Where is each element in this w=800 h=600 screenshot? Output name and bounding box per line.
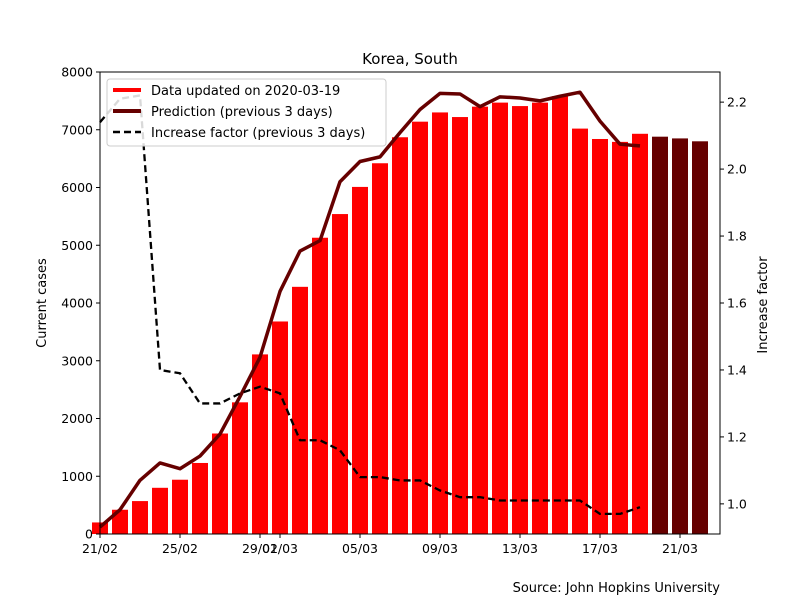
y-tick-label-1: 1000 [61,469,93,484]
data-bar-10 [292,286,308,534]
data-bar-20 [492,102,508,535]
x-tick-label-0: 21/02 [82,541,118,556]
data-bar-8 [252,354,268,534]
y-tick-label-4: 4000 [61,296,93,311]
y-tick-label-0: 0 [85,527,93,542]
x-tick-label-3: 01/03 [262,541,298,556]
ticks-layer: 0 1000 2000 3000 4000 5000 6000 7000 8000 1.0 1.2 1… [61,65,747,557]
data-bar-2 [132,501,148,534]
data-bar-16 [412,121,428,535]
x-tick-label-8: 21/03 [662,541,698,556]
data-bar-22 [532,102,548,535]
data-bar-18 [452,117,468,535]
y-tick-label-5: 5000 [61,238,93,253]
data-bar-27 [632,133,648,535]
legend-label-factor: Increase factor (previous 3 days) [151,126,365,141]
legend-label-data: Data updated on 2020-03-19 [151,84,340,99]
data-bar-9 [272,321,288,534]
forecast-bar-1 [672,138,688,534]
y-axis-label: Current cases [35,258,50,348]
forecast-bar-2 [692,141,708,535]
bars-layer [92,96,708,535]
data-bar-21 [512,106,528,534]
data-bar-6 [212,433,228,534]
data-bar-12 [332,214,348,534]
y-tick-label-6: 6000 [61,180,93,195]
legend-label-prediction: Prediction (previous 3 days) [151,105,333,120]
data-bar-26 [612,141,628,534]
x-tick-label-7: 17/03 [582,541,618,556]
y2-axis-label: Increase factor [756,256,771,354]
source-note: Source: John Hopkins University [513,581,721,596]
x-tick-label-1: 25/02 [162,541,198,556]
prediction-line [98,90,641,529]
data-bar-17 [432,112,448,535]
y2-tick-label-2: 1.4 [727,362,747,377]
data-bar-19 [472,106,488,535]
data-bar-7 [232,402,248,534]
y2-tick-label-0: 1.0 [727,496,747,511]
y2-tick-label-5: 2.0 [727,162,747,177]
y-tick-label-8: 8000 [61,65,93,80]
data-bar-13 [352,186,368,535]
increase-factor-line [99,94,641,516]
y2-tick-label-1: 1.2 [727,429,747,444]
data-bar-14 [372,163,388,534]
data-bar-23 [552,96,568,534]
x-tick-label-4: 05/03 [342,541,378,556]
data-bar-4 [172,479,188,534]
lines-layer [98,90,641,529]
data-bar-25 [592,138,608,535]
y2-tick-label-6: 2.2 [727,95,747,110]
data-bar-24 [572,128,588,534]
legend: Data updated on 2020-03-19 Prediction (p… [106,78,387,147]
data-bar-5 [192,462,208,534]
data-bar-11 [312,237,328,535]
legend-box [106,78,387,147]
chart-title: Korea, South [362,50,458,68]
y2-tick-label-4: 1.8 [727,229,747,244]
x-tick-label-2: 29/02 [242,541,278,556]
y2-tick-label-3: 1.6 [727,296,747,311]
data-bar-3 [152,487,168,534]
forecast-bar-0 [652,136,668,534]
data-bar-15 [392,137,408,534]
x-tick-label-6: 13/03 [502,541,538,556]
y-tick-label-7: 7000 [61,122,93,137]
y-tick-label-2: 2000 [61,411,93,426]
y-tick-label-3: 3000 [61,353,93,368]
x-tick-label-5: 09/03 [422,541,458,556]
data-bar-1 [112,509,128,534]
